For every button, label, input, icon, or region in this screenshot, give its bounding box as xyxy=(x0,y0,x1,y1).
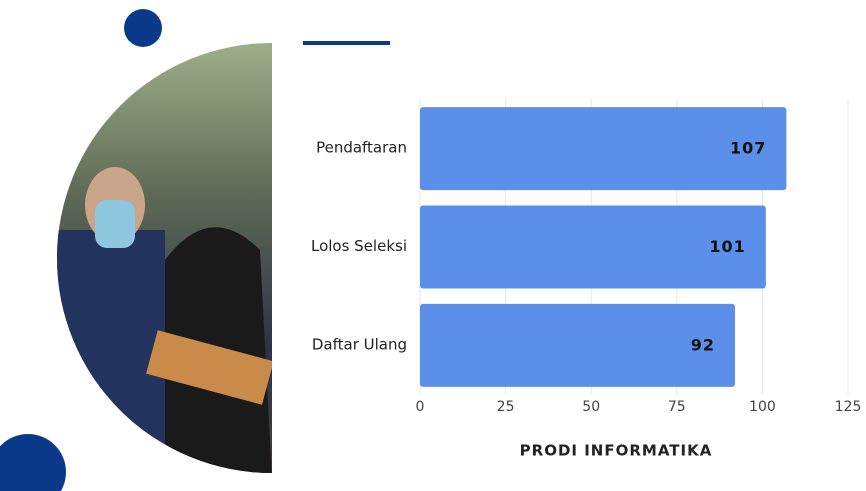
y-tick-label: Lolos Seleksi xyxy=(311,237,407,255)
x-axis-title: PRODI INFORMATIKA xyxy=(520,442,713,460)
x-tick-label: 25 xyxy=(497,399,515,415)
value-label: 92 xyxy=(691,335,715,354)
decor-line xyxy=(303,41,390,45)
value-label: 107 xyxy=(730,139,766,158)
x-tick-label: 50 xyxy=(582,399,600,415)
x-tick-label: 100 xyxy=(749,399,776,415)
photo xyxy=(57,43,272,473)
decor-dot xyxy=(124,9,162,47)
y-tick-label: Pendaftaran xyxy=(316,139,407,157)
bar xyxy=(420,205,766,289)
x-tick-label: 125 xyxy=(835,399,862,415)
bar xyxy=(420,303,736,387)
decor-dot xyxy=(0,434,66,491)
bar xyxy=(420,107,787,191)
x-tick-label: 75 xyxy=(668,399,686,415)
y-tick-label: Daftar Ulang xyxy=(312,335,407,353)
x-tick-label: 0 xyxy=(416,399,425,415)
value-label: 101 xyxy=(709,237,745,256)
